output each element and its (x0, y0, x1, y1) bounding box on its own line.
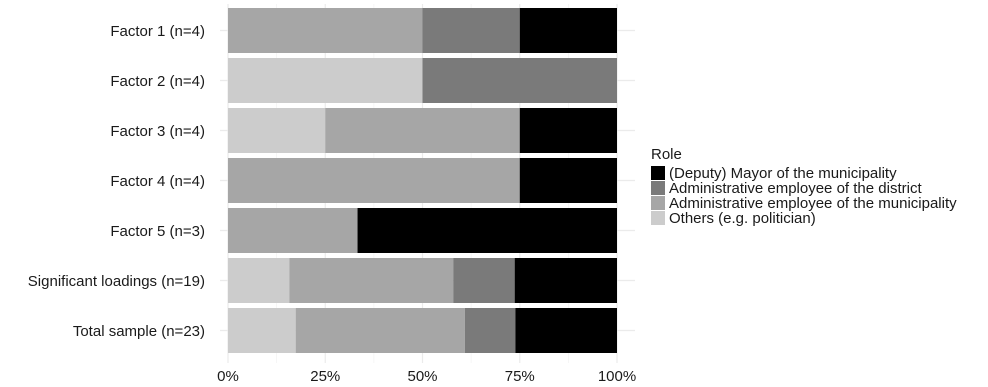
x-axis-ticks: 0% 25% 50% 75% 100% (217, 368, 636, 385)
category-label: Factor 4 (n=4) (110, 173, 205, 190)
x-tick-label: 25% (310, 368, 340, 385)
category-label: Factor 3 (n=4) (110, 123, 205, 140)
legend-key (651, 166, 665, 180)
legend-label: (Deputy) Mayor of the municipality (669, 165, 897, 182)
bar-segment (519, 158, 617, 203)
legend-key (651, 181, 665, 195)
bar-segment (519, 108, 617, 153)
bar-segment (228, 108, 326, 153)
legend-label: Others (e.g. politician) (669, 210, 816, 227)
bar-segment (228, 8, 423, 53)
category-label: Factor 2 (n=4) (110, 73, 205, 90)
bar-segment (514, 258, 617, 303)
bar-segment (453, 258, 515, 303)
legend-title: Role (651, 146, 682, 163)
legend: Role (Deputy) Mayor of the municipalityA… (651, 146, 957, 227)
bar-segment (422, 8, 520, 53)
bar-segment (325, 108, 520, 153)
category-label: Total sample (n=23) (73, 323, 205, 340)
bar-segment (357, 208, 617, 253)
legend-label: Administrative employee of the district (669, 180, 922, 197)
x-tick-label: 100% (598, 368, 636, 385)
bar-segment (295, 308, 465, 353)
category-label: Significant loadings (n=19) (28, 273, 205, 290)
x-tick-label: 50% (407, 368, 437, 385)
bar-segment (228, 308, 296, 353)
bar-segment (228, 208, 358, 253)
bar-segment (422, 58, 617, 103)
legend-label: Administrative employee of the municipal… (669, 195, 957, 212)
bar-segment (228, 258, 290, 303)
bar-segment (515, 308, 617, 353)
bars-layer (228, 8, 617, 353)
bar-segment (519, 8, 617, 53)
bar-segment (464, 308, 516, 353)
x-tick-label: 75% (505, 368, 535, 385)
category-label: Factor 1 (n=4) (110, 23, 205, 40)
x-tick-label: 0% (217, 368, 239, 385)
category-labels: Factor 1 (n=4) Factor 2 (n=4) Factor 3 (n=… (28, 23, 205, 340)
bar-segment (289, 258, 454, 303)
legend-key (651, 196, 665, 210)
category-label: Factor 5 (n=3) (110, 223, 205, 240)
bar-segment (228, 58, 423, 103)
bar-segment (228, 158, 520, 203)
legend-key (651, 211, 665, 225)
